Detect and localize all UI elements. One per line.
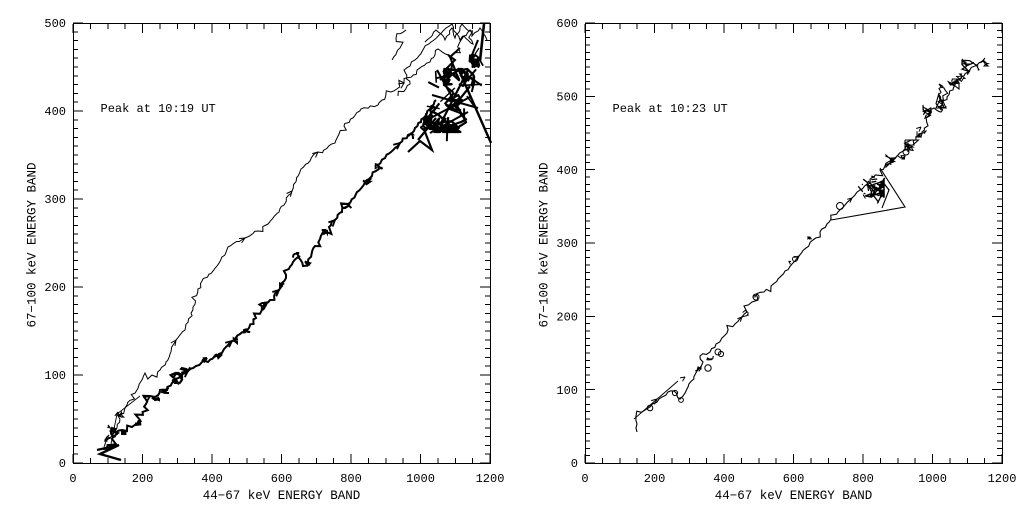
svg-text:67−100 keV ENERGY BAND: 67−100 keV ENERGY BAND — [26, 162, 40, 327]
svg-text:500: 500 — [556, 91, 578, 105]
svg-text:0: 0 — [69, 472, 76, 486]
svg-text:300: 300 — [44, 193, 66, 207]
svg-text:200: 200 — [132, 472, 154, 486]
svg-text:100: 100 — [44, 369, 66, 383]
svg-text:600: 600 — [783, 472, 805, 486]
svg-text:0: 0 — [59, 457, 66, 471]
svg-text:1200: 1200 — [476, 472, 505, 486]
svg-text:400: 400 — [44, 105, 66, 119]
svg-text:800: 800 — [852, 472, 874, 486]
svg-text:200: 200 — [44, 281, 66, 295]
svg-text:0: 0 — [581, 472, 588, 486]
svg-text:200: 200 — [644, 472, 666, 486]
svg-text:Peak at 10:23 UT: Peak at 10:23 UT — [613, 102, 728, 116]
svg-text:400: 400 — [556, 164, 578, 178]
svg-text:600: 600 — [556, 17, 578, 31]
svg-text:500: 500 — [44, 17, 66, 31]
svg-text:1200: 1200 — [988, 472, 1017, 486]
svg-text:200: 200 — [556, 311, 578, 325]
svg-text:1000: 1000 — [406, 472, 435, 486]
svg-text:800: 800 — [340, 472, 362, 486]
svg-text:100: 100 — [556, 384, 578, 398]
svg-text:300: 300 — [556, 237, 578, 251]
svg-text:44−67 keV ENERGY BAND: 44−67 keV ENERGY BAND — [203, 489, 361, 503]
svg-text:67−100 keV ENERGY BAND: 67−100 keV ENERGY BAND — [538, 162, 552, 327]
svg-text:400: 400 — [713, 472, 735, 486]
svg-text:0: 0 — [571, 457, 578, 471]
svg-text:Peak at 10:19 UT: Peak at 10:19 UT — [101, 102, 216, 116]
svg-text:600: 600 — [271, 472, 293, 486]
svg-text:44−67 keV ENERGY BAND: 44−67 keV ENERGY BAND — [715, 489, 873, 503]
svg-text:400: 400 — [201, 472, 223, 486]
svg-text:1000: 1000 — [918, 472, 947, 486]
